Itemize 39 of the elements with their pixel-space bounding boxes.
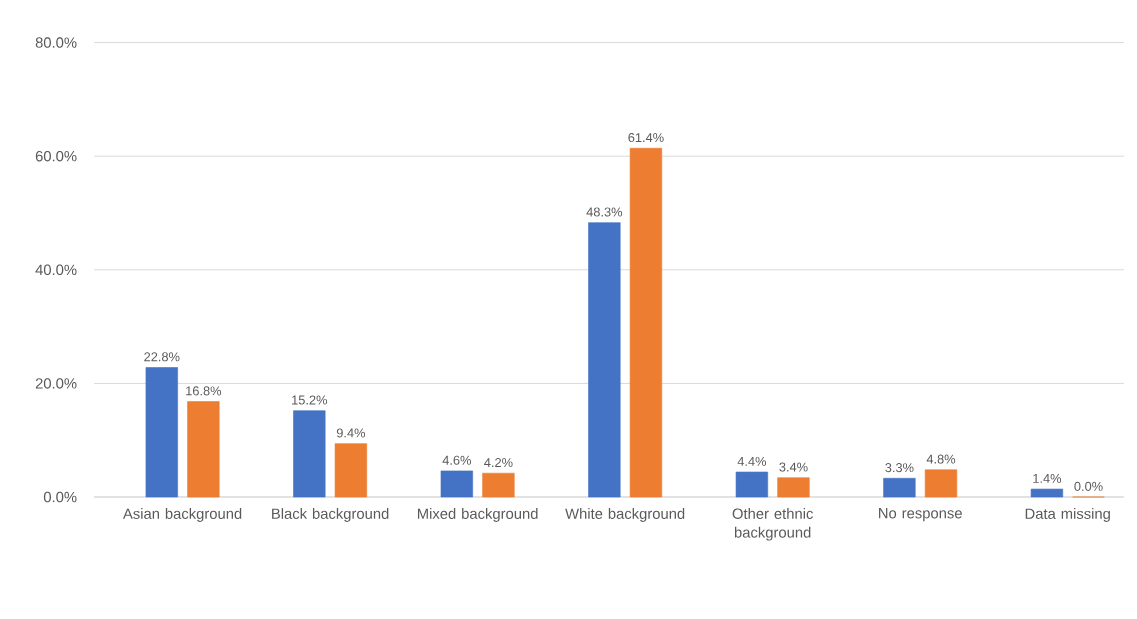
bar	[629, 148, 663, 498]
data-label: 15.2%	[292, 395, 328, 405]
x-tick-label: White background	[565, 508, 685, 522]
x-tick-label: Mixed background	[417, 508, 538, 522]
bar	[924, 469, 958, 498]
x-tick-label: Data missing	[1025, 508, 1110, 522]
bar	[1030, 488, 1064, 498]
y-tick-label: 0.0%	[43, 491, 77, 503]
y-tick-label: 60.0%	[35, 151, 77, 162]
y-tick-label: 20.0%	[35, 378, 77, 389]
y-tick-label: 80.0%	[35, 37, 77, 48]
data-label: 1.4%	[1033, 474, 1062, 484]
data-label: 3.4%	[779, 462, 808, 472]
bar	[735, 471, 769, 498]
data-label: 4.2%	[484, 458, 513, 468]
bar	[777, 477, 810, 498]
bar	[883, 478, 916, 498]
data-label: 3.3%	[885, 463, 914, 473]
data-label: 4.8%	[926, 454, 956, 464]
data-label: 22.8%	[144, 352, 180, 362]
bar	[293, 410, 326, 498]
data-label: 4.6%	[442, 455, 471, 465]
bar	[145, 367, 178, 498]
x-tick-label: Asian background	[122, 508, 242, 522]
x-tick-label: No response	[879, 508, 962, 522]
bar	[440, 470, 473, 498]
x-tick-label: Other ethnic background	[732, 508, 813, 541]
bar	[588, 222, 621, 498]
data-label: 61.4%	[628, 133, 664, 143]
bar	[482, 472, 515, 498]
data-label: 4.4%	[737, 457, 767, 466]
x-tick-label: Black background	[272, 508, 389, 522]
data-label: 48.3%	[586, 207, 623, 217]
bar	[334, 443, 368, 498]
data-label: 0.0%	[1074, 481, 1103, 491]
data-label: 9.4%	[336, 428, 366, 438]
data-label: 16.8%	[186, 386, 222, 396]
bar	[187, 401, 220, 498]
y-tick-label: 40.0%	[35, 264, 77, 276]
